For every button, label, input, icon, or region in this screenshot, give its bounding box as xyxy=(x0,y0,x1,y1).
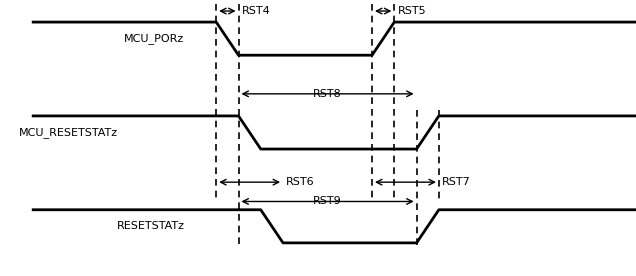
Text: RST8: RST8 xyxy=(313,89,342,99)
Text: RST4: RST4 xyxy=(242,6,270,16)
Text: RST6: RST6 xyxy=(286,177,315,187)
Text: RST7: RST7 xyxy=(442,177,471,187)
Text: RESETSTATz: RESETSTATz xyxy=(116,221,184,231)
Text: MCU_RESETSTATz: MCU_RESETSTATz xyxy=(19,127,118,138)
Text: MCU_PORz: MCU_PORz xyxy=(124,33,184,44)
Text: RST5: RST5 xyxy=(398,6,426,16)
Text: RST9: RST9 xyxy=(313,197,342,206)
